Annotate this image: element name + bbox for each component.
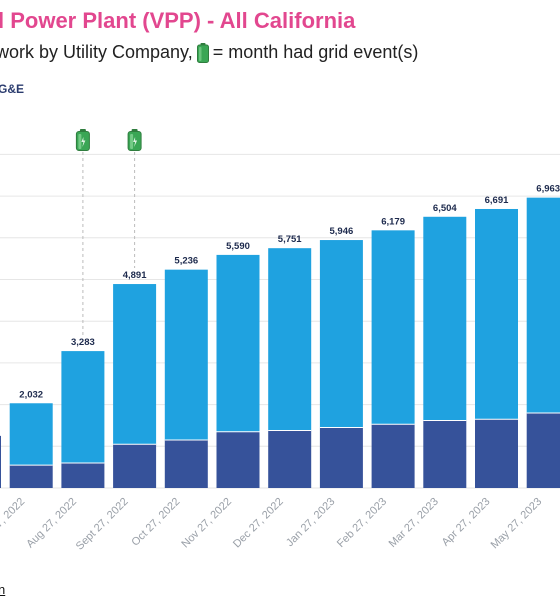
bar-segment [423, 216, 467, 421]
bar-segment [61, 351, 105, 463]
bar-segment [216, 431, 260, 488]
bar-segment [9, 465, 53, 488]
x-tick-label: 27, 2022 [0, 496, 27, 535]
bar-total-label: 4,891 [123, 270, 147, 281]
bar-segment [371, 424, 415, 488]
bar-segment [113, 284, 157, 445]
bar-segment [526, 197, 560, 413]
bar-total-label: 2,032 [19, 389, 43, 400]
x-tick-label: Feb 27, 2023 [335, 496, 389, 550]
subtitle-text-end: = month had grid event(s) [212, 42, 419, 62]
x-tick-label: Dec 27, 2022 [231, 496, 286, 551]
bar-segment [164, 440, 208, 488]
source-link[interactable]: n [0, 582, 6, 597]
bar-total-label: 5,236 [174, 256, 198, 267]
bar-segment [268, 248, 312, 431]
x-tick-label: May 27, 2023 [489, 496, 545, 552]
subtitle-text-start: work by Utility Company, [0, 42, 193, 62]
x-tick-label: Sept 27, 2022 [74, 496, 131, 553]
bar-segment [319, 240, 363, 428]
bar-total-label: 3,283 [71, 337, 95, 348]
battery-icon [127, 129, 142, 151]
bar-total-label: 6,963 [536, 184, 560, 195]
bar-total-label: 5,946 [330, 226, 354, 237]
bar-total-label: 6,179 [381, 216, 405, 227]
bar-segment [0, 435, 1, 488]
battery-icon [75, 129, 90, 151]
bar-total-label: 6,691 [485, 195, 509, 206]
bar-segment [371, 230, 415, 425]
utility-label: G&E [0, 82, 25, 96]
chart-title: l Power Plant (VPP) - All California [0, 8, 356, 33]
bar-total-label: 5,751 [278, 234, 302, 245]
bar-segment [9, 403, 53, 466]
bar-segment [319, 427, 363, 488]
battery-icon [196, 42, 209, 63]
bar-segment [113, 444, 157, 488]
bar-segment [216, 254, 260, 432]
bar-total-label: 6,504 [433, 203, 457, 214]
bar-segment [268, 430, 312, 488]
bar-segment [423, 420, 467, 488]
bar-segment [164, 269, 208, 441]
x-tick-label: Apr 27, 2023 [440, 496, 493, 549]
x-tick-label: Mar 27, 2023 [387, 496, 441, 550]
x-tick-label: Jan 27, 2023 [284, 496, 337, 549]
bar-segment [61, 462, 105, 488]
bar-segment [475, 208, 518, 420]
bar-segment [475, 419, 518, 488]
x-tick-label: Oct 27, 2022 [129, 496, 182, 549]
bar-total-label: 5,590 [226, 241, 250, 252]
x-tick-label: Aug 27, 2022 [24, 496, 79, 551]
x-tick-label: Nov 27, 2022 [179, 496, 234, 551]
chart-subtitle: work by Utility Company, = month had gri… [0, 42, 418, 63]
bar-segment [526, 412, 560, 488]
